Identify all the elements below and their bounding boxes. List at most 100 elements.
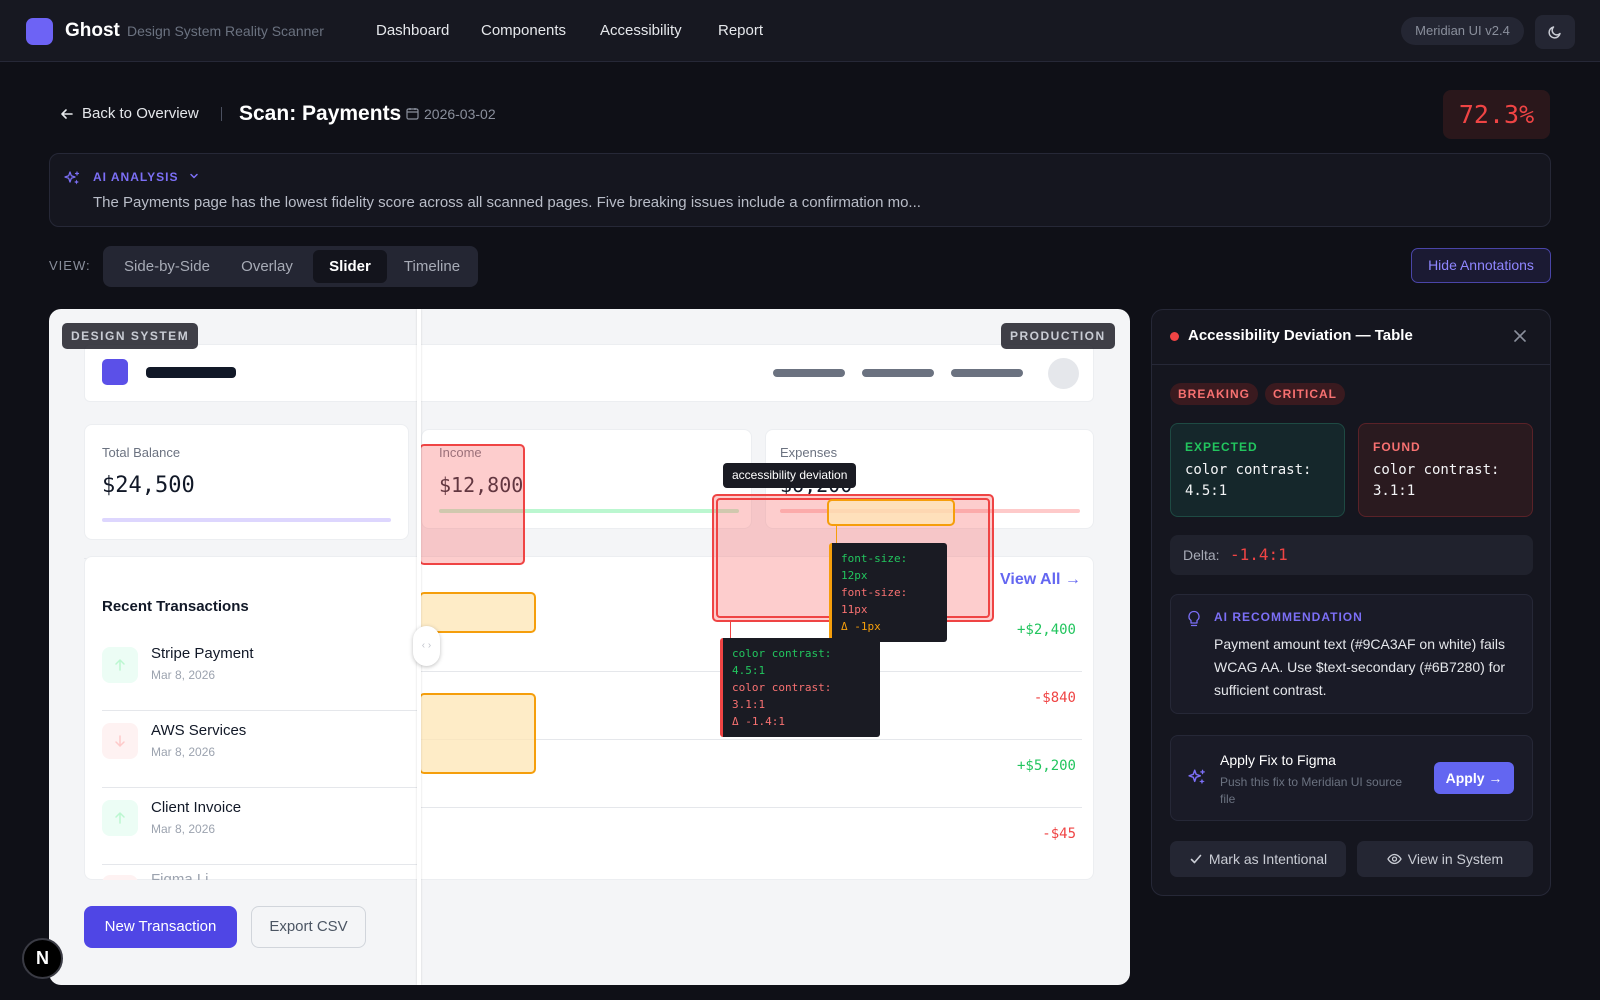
dev-tools-badge[interactable]: N (22, 938, 63, 979)
transaction-name: Client Invoice (151, 799, 242, 816)
view-side-by-side[interactable]: Side-by-Side (124, 258, 210, 275)
font-size-tooltip: font-size: 12px font-size: 11px Δ -1px (829, 543, 947, 642)
top-bar: Ghost Design System Reality Scanner Dash… (0, 0, 1600, 62)
transaction-name: AWS Services (151, 722, 247, 739)
view-in-system-label: View in System (1407, 851, 1504, 867)
view-overlay[interactable]: Overlay (241, 258, 293, 275)
row-divider (102, 710, 417, 711)
tooltip-expected: color contrast: 4.5:1 (732, 647, 832, 677)
arrow-left-icon[interactable] (59, 106, 75, 122)
expected-value: color contrast: 4.5:1 (1185, 462, 1312, 499)
tooltip-connector (730, 622, 731, 638)
design-system-version-badge[interactable]: Meridian UI v2.4 (1401, 17, 1524, 45)
back-to-overview-link[interactable]: Back to Overview (82, 105, 199, 122)
font-size-deviation-highlight[interactable] (827, 499, 955, 526)
nav-accessibility[interactable]: Accessibility (600, 22, 682, 39)
chevron-down-icon[interactable] (188, 170, 200, 182)
found-card: FOUND color contrast: 3.1:1 (1358, 423, 1533, 517)
tooltip-connector (836, 526, 837, 550)
mock-logo (102, 359, 128, 385)
export-csv-button[interactable]: Export CSV (251, 906, 366, 948)
transaction-name: Figma Li... (151, 871, 222, 880)
row-divider (421, 807, 1082, 808)
sparkle-icon (1188, 769, 1205, 785)
view-timeline[interactable]: Timeline (403, 258, 461, 275)
nav-report[interactable]: Report (718, 22, 764, 39)
theme-toggle-button[interactable] (1535, 15, 1575, 49)
view-in-system-button[interactable]: View in System (1357, 841, 1533, 877)
new-transaction-button[interactable]: New Transaction (84, 906, 237, 948)
ai-analysis-label: AI ANALYSIS (93, 170, 179, 184)
ghost-logo[interactable] (26, 18, 53, 45)
apply-button[interactable]: Apply → (1434, 762, 1514, 794)
slider-handle[interactable]: ‹ › (413, 626, 440, 666)
transaction-amount: -$45 (1042, 826, 1076, 842)
incoming-icon (102, 800, 138, 836)
ai-analysis-banner[interactable]: AI ANALYSIS The Payments page has the lo… (49, 153, 1551, 227)
transaction-amount: +$5,200 (1016, 758, 1076, 774)
panel-title: Accessibility Deviation — Table (1188, 327, 1413, 344)
mock-brand-placeholder (146, 367, 236, 378)
brand-name[interactable]: Ghost (65, 20, 120, 41)
found-label: FOUND (1373, 440, 1421, 454)
balance-progress-bar (102, 518, 391, 522)
header-divider (221, 107, 222, 121)
mock-nav-placeholder (862, 369, 934, 377)
page-title: Scan: Payments (239, 102, 402, 125)
expenses-label: Expenses (780, 445, 838, 460)
view-slider[interactable]: Slider (313, 250, 387, 283)
nav-dashboard[interactable]: Dashboard (376, 22, 450, 39)
mock-nav-placeholder (773, 369, 845, 377)
production-tag: PRODUCTION (1001, 323, 1115, 349)
mock-nav-placeholder (951, 369, 1023, 377)
deviation-highlight[interactable] (419, 592, 536, 633)
delta-label: Delta: (1183, 547, 1220, 563)
view-all-link[interactable]: View All → (1000, 571, 1081, 588)
row-divider (421, 739, 1082, 740)
nav-components[interactable]: Components (481, 22, 567, 39)
deviation-detail-panel: Accessibility Deviation — Table BREAKING… (1151, 309, 1551, 896)
total-balance-label: Total Balance (102, 445, 181, 460)
color-contrast-tooltip: color contrast: 4.5:1 color contrast: 3.… (720, 638, 880, 737)
apply-fix-title: Apply Fix to Figma (1220, 752, 1336, 768)
transaction-date: Mar 8, 2026 (151, 745, 216, 759)
apply-fix-description: Push this fix to Meridian UI source file (1220, 775, 1403, 806)
hide-annotations-button[interactable]: Hide Annotations (1411, 248, 1551, 283)
calendar-icon (406, 108, 419, 120)
fidelity-score: 72.3% (1443, 90, 1550, 139)
transaction-amount: +$2,400 (1016, 622, 1076, 638)
sparkle-icon (64, 171, 80, 185)
scan-date: 2026-03-02 (424, 106, 496, 122)
tooltip-found: font-size: 11px (841, 586, 908, 616)
delta-value: -1.4:1 (1230, 545, 1288, 564)
ai-recommendation-label: AI RECOMMENDATION (1214, 610, 1363, 624)
deviation-highlight[interactable] (419, 693, 536, 774)
brand-subtitle: Design System Reality Scanner (127, 23, 324, 39)
expected-card: EXPECTED color contrast: 4.5:1 (1170, 423, 1345, 517)
tooltip-found: color contrast: 3.1:1 (732, 681, 832, 711)
incoming-icon (102, 647, 138, 683)
row-divider (102, 864, 417, 865)
mark-as-intentional-button[interactable]: Mark as Intentional (1170, 841, 1346, 877)
check-icon (1190, 854, 1202, 864)
moon-icon (1548, 26, 1561, 39)
delta-row: Delta: -1.4:1 (1170, 535, 1533, 575)
transaction-name: Stripe Payment (151, 645, 254, 662)
transaction-amount: -$840 (1033, 690, 1076, 706)
annotation-label: accessibility deviation (723, 463, 857, 488)
design-system-tag: DESIGN SYSTEM (62, 323, 199, 349)
income-progress-bar (439, 509, 739, 513)
close-icon[interactable] (1513, 329, 1527, 343)
outgoing-icon (102, 875, 138, 880)
tooltip-delta: Δ -1.4:1 (732, 715, 785, 728)
ai-recommendation-card: AI RECOMMENDATION Payment amount text (#… (1170, 594, 1533, 714)
deviation-highlight[interactable] (419, 444, 525, 565)
recent-transactions-title: Recent Transactions (102, 598, 249, 615)
critical-badge: CRITICAL (1265, 383, 1345, 405)
clipped-row: Figma Li... (84, 867, 419, 880)
tooltip-delta: Δ -1px (841, 620, 881, 633)
mark-as-intentional-label: Mark as Intentional (1208, 851, 1328, 867)
breaking-badge: BREAKING (1170, 383, 1259, 405)
total-balance-value: $24,500 (102, 473, 195, 498)
comparison-canvas[interactable]: Total Balance $24,500 Income $12,800 Exp… (49, 309, 1130, 985)
